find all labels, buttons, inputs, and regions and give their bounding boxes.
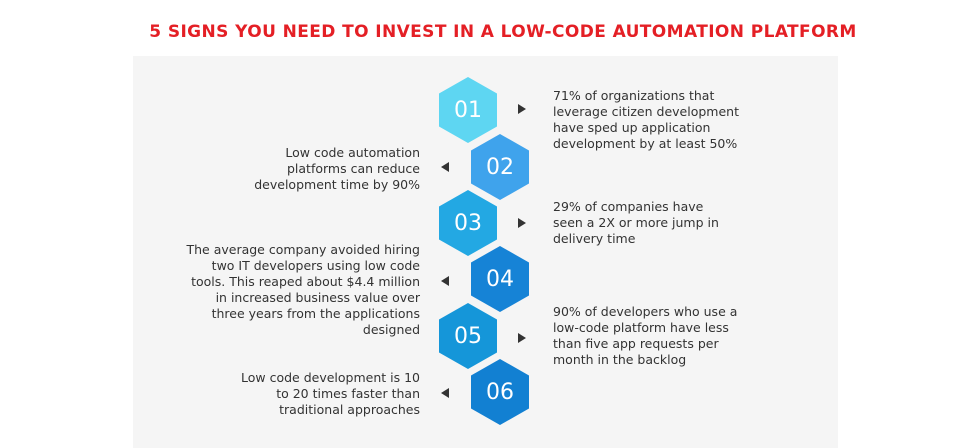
step-01-number: 01 <box>454 97 482 123</box>
step-06-text: Low code development is 10 to 20 times f… <box>240 370 420 417</box>
step-04-text: The average company avoided hiring two I… <box>186 242 420 337</box>
step-05-text: 90% of developers who use a low-code pla… <box>553 304 738 367</box>
arrow-right-icon <box>518 104 526 114</box>
step-02-text: Low code automation platforms can reduce… <box>254 145 420 192</box>
arrow-left-icon <box>441 276 449 286</box>
step-03-number: 03 <box>454 210 482 236</box>
step-02-number: 02 <box>486 154 514 180</box>
step-06-number: 06 <box>486 379 514 405</box>
step-03-text: 29% of companies have seen a 2X or more … <box>553 199 719 246</box>
step-05-number: 05 <box>454 323 482 349</box>
arrow-left-icon <box>441 162 449 172</box>
arrow-left-icon <box>441 388 449 398</box>
step-04-number: 04 <box>486 266 514 292</box>
arrow-right-icon <box>518 218 526 228</box>
page-title: 5 SIGNS YOU NEED TO INVEST IN A LOW-CODE… <box>149 22 857 42</box>
step-01-text: 71% of organizations that leverage citiz… <box>553 88 739 151</box>
arrow-right-icon <box>518 333 526 343</box>
